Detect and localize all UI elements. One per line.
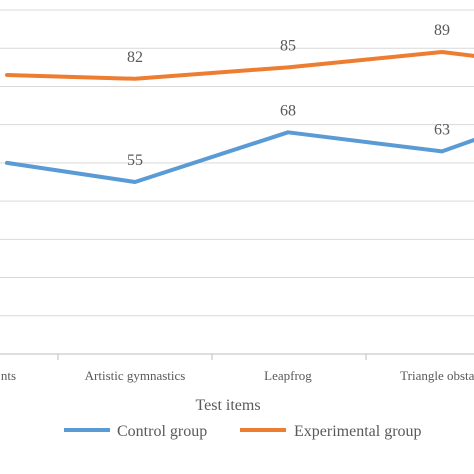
legend-label: Experimental group	[294, 423, 422, 440]
category-label: Artistic gymnastics	[85, 368, 186, 383]
series-line	[5, 130, 474, 184]
gridlines	[0, 9, 474, 317]
x-axis-title: Test items	[195, 397, 260, 414]
data-label: 89	[434, 22, 450, 39]
data-label: 63	[434, 121, 450, 138]
data-label: 55	[127, 152, 143, 169]
series-lines	[5, 50, 474, 184]
data-label: 82	[127, 49, 143, 66]
category-label: nts	[1, 368, 16, 383]
category-labels: nts Artistic gymnastics Leapfrog Triangle o…	[1, 368, 474, 383]
data-label: 85	[280, 37, 296, 54]
series-line	[5, 50, 474, 81]
category-label: Triangle obstacl	[400, 368, 474, 383]
legend: Control group Experimental group	[64, 423, 422, 440]
data-labels: 55 68 63 82 85 89	[127, 22, 450, 169]
category-label: Leapfrog	[264, 368, 312, 383]
data-label: 68	[280, 102, 296, 119]
x-axis	[0, 353, 474, 360]
legend-label: Control group	[117, 423, 207, 440]
